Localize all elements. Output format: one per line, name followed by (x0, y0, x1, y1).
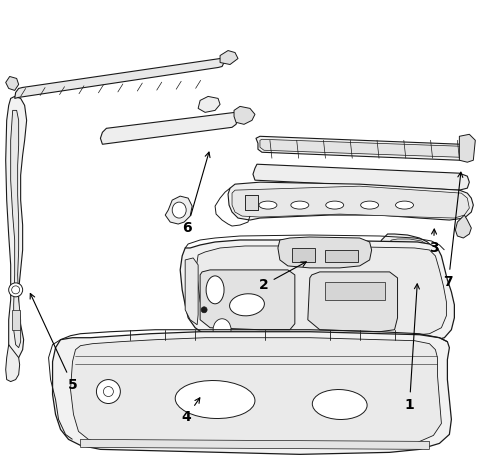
Polygon shape (324, 250, 357, 262)
Circle shape (419, 250, 428, 260)
Polygon shape (244, 195, 257, 210)
Polygon shape (227, 182, 472, 220)
Polygon shape (52, 332, 451, 455)
Polygon shape (180, 240, 454, 345)
Polygon shape (220, 51, 238, 64)
Polygon shape (70, 338, 440, 447)
Polygon shape (231, 186, 469, 218)
Polygon shape (12, 310, 20, 330)
Ellipse shape (258, 201, 276, 209)
Polygon shape (454, 215, 470, 238)
Polygon shape (100, 113, 238, 144)
Polygon shape (6, 96, 27, 359)
Ellipse shape (212, 319, 230, 341)
Ellipse shape (206, 276, 224, 304)
Polygon shape (324, 282, 384, 300)
Circle shape (103, 386, 113, 396)
Polygon shape (277, 237, 371, 268)
Polygon shape (253, 164, 469, 190)
Polygon shape (185, 258, 198, 325)
Polygon shape (80, 439, 428, 449)
Polygon shape (6, 77, 18, 90)
Text: 4: 4 (181, 398, 199, 424)
Polygon shape (375, 234, 437, 272)
Polygon shape (200, 270, 294, 330)
Polygon shape (11, 110, 21, 348)
Ellipse shape (290, 201, 308, 209)
Polygon shape (291, 248, 314, 262)
Polygon shape (196, 246, 445, 337)
Circle shape (201, 307, 207, 313)
Polygon shape (15, 59, 225, 98)
Text: 1: 1 (404, 284, 419, 412)
Text: 6: 6 (182, 152, 210, 235)
Polygon shape (234, 106, 255, 124)
Circle shape (9, 283, 23, 297)
Polygon shape (256, 136, 469, 160)
Circle shape (12, 286, 20, 294)
Ellipse shape (312, 390, 366, 420)
Polygon shape (198, 96, 220, 113)
Ellipse shape (360, 201, 378, 209)
Ellipse shape (229, 294, 264, 316)
Ellipse shape (325, 201, 343, 209)
Polygon shape (307, 272, 397, 332)
Text: 3: 3 (428, 229, 438, 255)
Ellipse shape (395, 201, 413, 209)
Polygon shape (259, 139, 464, 157)
Polygon shape (165, 196, 192, 224)
Polygon shape (405, 270, 426, 296)
Circle shape (389, 250, 399, 260)
Polygon shape (6, 345, 20, 382)
Text: 5: 5 (30, 293, 77, 392)
Polygon shape (458, 134, 474, 162)
Text: 2: 2 (258, 262, 305, 292)
Polygon shape (383, 239, 434, 268)
Text: 7: 7 (443, 172, 462, 289)
Circle shape (96, 379, 120, 403)
Ellipse shape (172, 202, 186, 218)
Ellipse shape (175, 381, 255, 419)
